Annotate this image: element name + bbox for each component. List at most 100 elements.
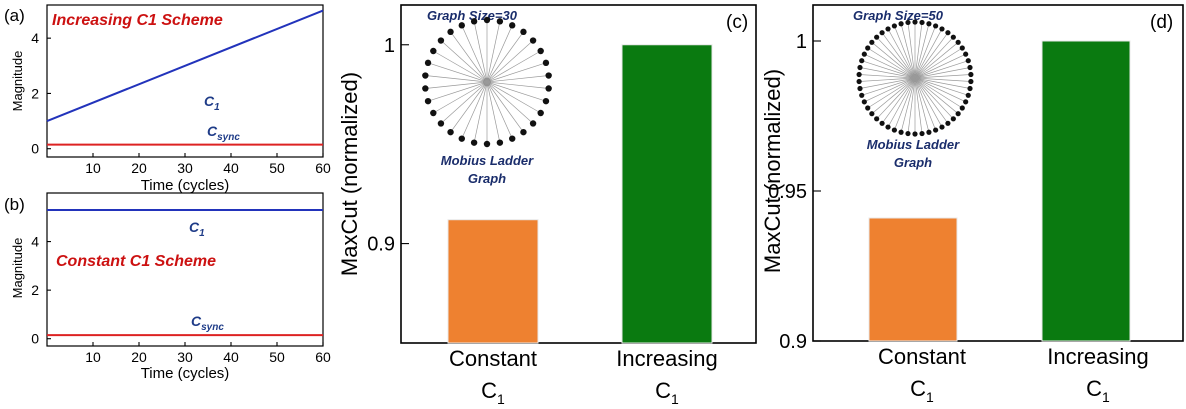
graph-node	[859, 58, 865, 64]
graph-node	[905, 130, 911, 137]
graph-edge	[887, 77, 916, 128]
graph-node	[955, 39, 961, 45]
panel-c-ticks: 0.91	[367, 35, 409, 256]
graph-edge	[914, 36, 954, 79]
graph-edge	[486, 21, 501, 83]
graph-node	[424, 59, 432, 67]
panel-b-label: (b)	[4, 195, 25, 214]
x-tick-label: 30	[177, 160, 193, 176]
y-tick-label: 0.9	[367, 234, 395, 256]
graph-node	[437, 37, 445, 44]
panel-a: (a) Magnitude Time (cycles) Increasing C…	[4, 4, 331, 194]
graph-node	[865, 105, 871, 111]
bar-increasing	[621, 44, 713, 344]
graph-edge	[871, 77, 916, 114]
graph-node	[939, 124, 945, 130]
graph-edge	[486, 75, 549, 83]
y-tick-label: 0	[31, 331, 39, 347]
graph-node	[898, 129, 904, 135]
panel-b-ylabel: Magnitude	[10, 238, 25, 299]
graph-edge	[486, 81, 501, 143]
graph-node	[545, 72, 552, 79]
graph-node	[529, 37, 537, 44]
graph-edge	[859, 77, 916, 82]
graph-node	[965, 92, 971, 98]
x-tick-label: 40	[223, 160, 239, 176]
y-tick-label: 0.9	[779, 331, 807, 353]
graph-edge	[450, 31, 488, 83]
graph-node	[959, 45, 965, 51]
graph-edge	[440, 81, 488, 124]
graph-node	[537, 47, 544, 55]
graph-edge	[914, 74, 971, 79]
graph-edge	[486, 31, 524, 83]
panel-c-inset-title: Graph Size=30	[427, 8, 518, 23]
graph-node	[861, 99, 867, 105]
graph-edge	[861, 77, 916, 96]
panel-d-bars	[868, 40, 1131, 342]
panel-a-xlabel: Time (cycles)	[141, 177, 230, 194]
graph-node	[430, 47, 437, 55]
graph-node	[857, 64, 863, 71]
graph-node	[885, 26, 891, 32]
panel-a-label: (a)	[4, 6, 25, 25]
graph-node	[912, 19, 918, 25]
panel-d-inset-caption-1: Mobius Ladder	[867, 137, 960, 152]
graph-node	[424, 97, 432, 105]
panel-c-xcat-increasing-sub: C1	[655, 378, 679, 407]
graph-edge	[914, 67, 971, 79]
graph-edge	[486, 50, 541, 83]
graph-node	[542, 59, 550, 67]
graph-edge	[881, 77, 916, 124]
graph-node	[529, 120, 537, 127]
graph-edge	[461, 81, 488, 139]
graph-node	[856, 71, 862, 78]
panel-d-inset-caption-2: Graph	[894, 155, 932, 170]
graph-edge	[914, 77, 923, 134]
graph-edge	[914, 77, 936, 131]
graph-edge	[486, 81, 534, 124]
graph-edge	[914, 77, 943, 128]
graph-edge	[425, 81, 488, 89]
graph-node	[458, 22, 465, 29]
y-tick-label: 2	[31, 85, 39, 101]
panel-d-ylabel: MaxCut (normalized)	[760, 69, 785, 273]
graph-node	[939, 26, 945, 32]
x-tick-label: 60	[315, 160, 331, 176]
panel-c-inset-caption-2: Graph	[468, 171, 506, 186]
graph-edge	[914, 23, 930, 79]
graph-node	[545, 85, 552, 92]
graph-node	[856, 78, 862, 85]
graph-node	[483, 140, 491, 148]
graph-node	[926, 21, 932, 27]
graph-node	[874, 116, 880, 122]
graph-node	[926, 129, 932, 135]
graph-edge	[867, 47, 916, 79]
panel-c-ylabel: MaxCut (normalized)	[337, 72, 362, 276]
graph-node	[509, 135, 516, 142]
graph-edge	[486, 81, 513, 139]
graph-edge	[427, 81, 488, 102]
panel-d-label: (d)	[1150, 12, 1173, 33]
graph-edge	[907, 22, 916, 79]
panel-c: (c) MaxCut (normalized) 0.91 Constant C1…	[337, 4, 757, 407]
panel-d-inset-title: Graph Size=50	[853, 8, 944, 23]
graph-node	[496, 139, 504, 146]
graph-node	[861, 51, 867, 57]
graph-edge	[914, 77, 971, 82]
graph-edge	[914, 42, 959, 79]
graph-node	[520, 128, 527, 136]
graph-edge	[907, 77, 916, 134]
graph-edge	[864, 53, 916, 79]
panel-d: (d) MaxCut (normalized) 0.9 0.95 1 Constan…	[760, 4, 1184, 405]
graph-node	[483, 16, 491, 24]
graph-node	[950, 116, 956, 122]
x-tick-label: 50	[269, 160, 285, 176]
panel-c-label: (c)	[726, 12, 748, 33]
panel-a-scheme-label: Increasing C1 Scheme	[52, 12, 223, 29]
graph-edge	[914, 77, 966, 103]
graph-node	[874, 34, 880, 40]
x-tick-label: 20	[131, 349, 147, 365]
panel-b-c1-label: C1	[189, 219, 205, 239]
